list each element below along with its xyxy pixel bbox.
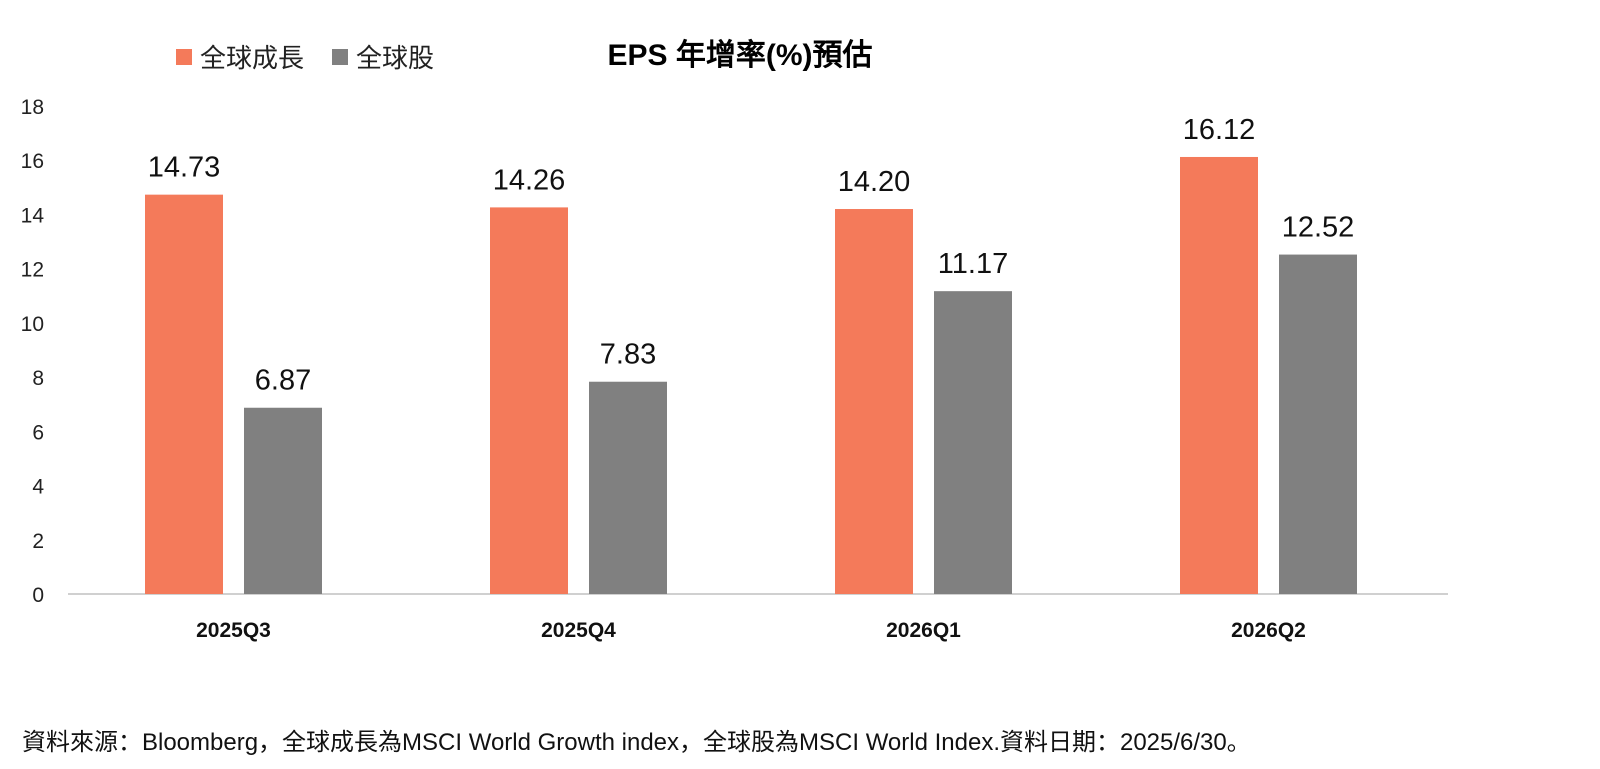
bar-growth-2025Q3 [145,194,223,595]
data-label: 12.52 [1282,212,1355,244]
y-tick-label: 14 [21,204,45,227]
data-label: 16.12 [1183,114,1256,146]
y-tick-label: 10 [21,313,44,336]
bar-global-2025Q3 [244,407,322,594]
x-tick-label: 2026Q2 [1231,619,1306,642]
data-label: 7.83 [600,339,656,371]
y-tick-label: 18 [21,96,44,119]
bar-growth-2026Q2 [1180,156,1258,595]
data-label: 14.73 [148,152,221,184]
x-tick-label: 2026Q1 [886,619,961,642]
bar-growth-2025Q4 [490,207,568,594]
legend-item-growth: 全球成長 [176,38,304,75]
y-tick-label: 4 [32,476,44,499]
data-label: 14.26 [493,164,566,196]
legend-swatch-global [332,48,349,65]
legend-label-growth: 全球成長 [200,43,305,73]
data-label: 11.17 [938,248,1008,280]
x-tick-label: 2025Q3 [196,619,271,642]
y-tick-label: 2 [32,530,44,553]
legend-swatch-growth [176,48,192,65]
bar-global-2026Q1 [934,291,1012,594]
y-tick-label: 6 [32,421,44,444]
y-tick-label: 8 [32,367,44,390]
bar-growth-2026Q1 [835,209,913,594]
y-tick-label: 0 [32,584,44,607]
data-label: 6.87 [255,365,311,397]
bar-global-2026Q2 [1279,254,1357,594]
data-label: 14.20 [838,166,911,198]
source-note: 資料來源：Bloomberg，全球成長為MSCI World Growth in… [22,729,1251,756]
bar-global-2025Q4 [589,381,667,594]
y-tick-label: 16 [21,150,44,173]
legend-item-global: 全球股 [332,38,434,75]
x-tick-label: 2025Q4 [541,619,616,642]
legend-label-global: 全球股 [356,43,435,73]
y-tick-label: 12 [21,259,44,282]
chart-title: EPS 年增率(%)預估 [607,39,873,72]
chart-legend: 全球成長 全球股 [176,38,462,75]
